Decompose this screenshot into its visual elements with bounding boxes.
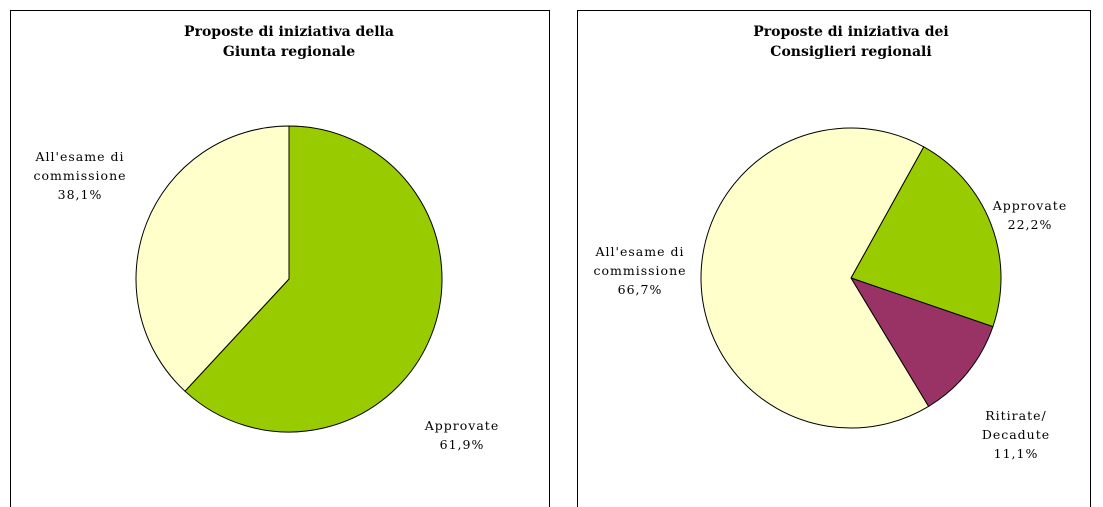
pie-slice	[700, 127, 930, 429]
pie-slice	[184, 125, 443, 433]
chart-title: Proposte di iniziativa della Giunta regi…	[184, 24, 394, 60]
value-label: 38,1%	[57, 187, 103, 202]
slice-label: All'esame di commissione 38,1%	[20, 147, 140, 204]
value-label: 11,1%	[993, 446, 1039, 461]
category-label: All'esame di commissione	[593, 244, 687, 278]
pie-slice	[849, 277, 994, 408]
slice-label: All'esame di commissione 66,7%	[580, 242, 700, 299]
chart-panel	[577, 10, 1091, 507]
value-label: 22,2%	[1007, 217, 1053, 232]
pie-slice	[135, 125, 290, 392]
category-label: Ritirate/ Decadute	[981, 408, 1051, 442]
chart-panel	[10, 10, 550, 507]
chart-title: Proposte di iniziativa dei Consiglieri r…	[753, 24, 949, 60]
category-label: All'esame di commissione	[33, 149, 127, 183]
value-label: 66,7%	[617, 282, 663, 297]
slice-label: Approvate 61,9%	[412, 416, 512, 454]
slice-label: Ritirate/ Decadute 11,1%	[971, 406, 1061, 463]
category-label: Approvate	[992, 198, 1068, 213]
pie-slice	[850, 146, 1002, 328]
value-label: 61,9%	[439, 437, 485, 452]
slice-label: Approvate 22,2%	[980, 196, 1080, 234]
category-label: Approvate	[424, 418, 500, 433]
